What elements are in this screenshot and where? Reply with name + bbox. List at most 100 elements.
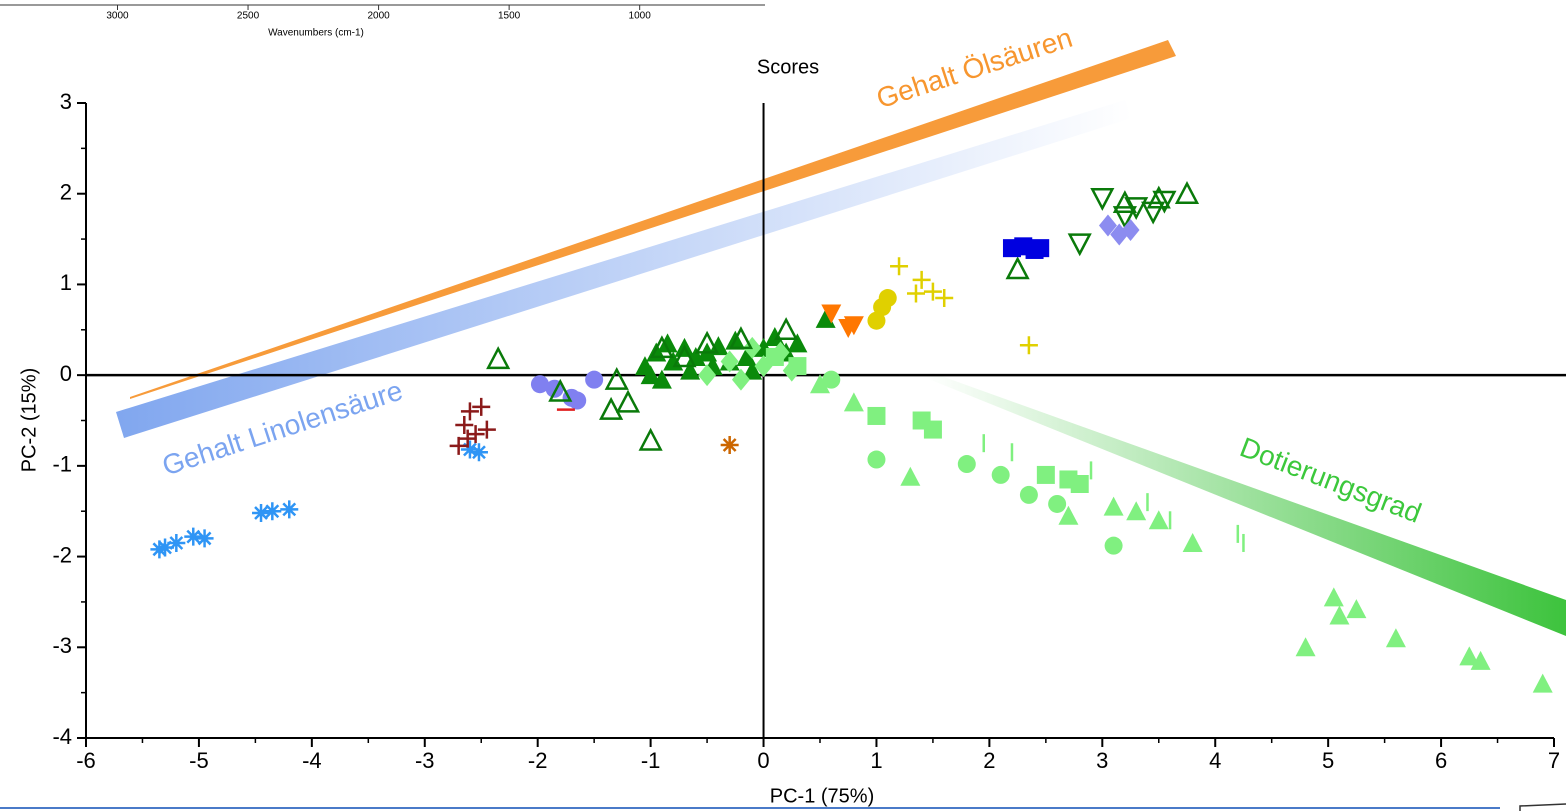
data-point	[1058, 505, 1079, 525]
data-point	[708, 336, 729, 356]
data-point	[867, 311, 886, 330]
x-tick-label: 2	[983, 748, 995, 773]
data-point	[1295, 637, 1316, 657]
data-point	[167, 533, 186, 552]
data-point	[1090, 188, 1115, 211]
data-point	[1146, 185, 1171, 209]
data-point	[867, 406, 886, 425]
data-point	[469, 443, 488, 462]
y-tick-label: -3	[52, 633, 72, 658]
data-point	[1103, 496, 1124, 516]
data-point	[695, 330, 720, 354]
data-point	[957, 455, 976, 474]
data-point	[530, 375, 549, 394]
annotation: Gehalt Ölsäuren	[873, 22, 1076, 114]
y-tick-label: 3	[60, 89, 72, 114]
data-point	[1532, 673, 1553, 693]
data-point	[640, 365, 661, 385]
data-point	[912, 270, 931, 289]
data-point	[720, 350, 739, 373]
data-point	[657, 333, 678, 353]
data-point	[477, 420, 496, 439]
x-tick-label: -5	[189, 748, 209, 773]
data-point	[765, 348, 784, 366]
data-point	[1112, 190, 1137, 214]
data-point	[280, 500, 299, 519]
data-point	[568, 391, 587, 410]
data-point	[788, 357, 807, 376]
data-point	[1148, 510, 1169, 530]
data-point	[184, 527, 203, 546]
x-tick-label: 3000	[106, 11, 129, 22]
data-point	[1174, 181, 1200, 204]
data-point	[1323, 587, 1344, 607]
x-tick-label: 5	[1322, 748, 1334, 773]
data-point	[548, 378, 573, 402]
data-point	[156, 538, 175, 557]
x-tick-label: 1	[870, 748, 882, 773]
data-point	[843, 316, 864, 336]
data-point	[455, 416, 474, 435]
data-point	[900, 466, 921, 486]
y-tick-label: -2	[52, 542, 72, 567]
x-axis-title: PC-1 (75%)	[770, 785, 874, 807]
data-point	[822, 370, 841, 389]
data-point	[1346, 599, 1367, 619]
x-tick-label: -6	[76, 748, 96, 773]
data-point	[1152, 190, 1177, 214]
y-tick-label: 2	[60, 180, 72, 205]
data-point	[1141, 201, 1166, 225]
data-point	[923, 420, 942, 439]
data-point	[1098, 214, 1117, 237]
data-point	[252, 504, 271, 523]
data-point	[810, 374, 830, 394]
y-tick-label: -4	[52, 724, 72, 749]
data-point	[720, 435, 739, 454]
data-point	[787, 333, 808, 353]
data-point	[638, 427, 663, 451]
data-point	[923, 282, 942, 301]
data-point	[764, 327, 785, 347]
data-point	[672, 344, 697, 368]
data-point	[906, 284, 925, 303]
data-point	[458, 429, 477, 448]
data-point	[1126, 501, 1147, 521]
x-tick-label: -3	[415, 748, 435, 773]
data-point	[774, 317, 799, 341]
data-point	[1005, 256, 1030, 280]
data-point	[1036, 465, 1055, 484]
data-point	[649, 335, 674, 359]
data-point	[460, 440, 479, 459]
data-point	[1121, 219, 1140, 241]
data-point	[1104, 536, 1123, 555]
data-point	[1385, 628, 1406, 648]
data-point	[263, 502, 282, 521]
data-point	[599, 396, 624, 420]
data-point	[1112, 206, 1137, 230]
x-tick-label: -1	[641, 748, 661, 773]
data-point	[736, 347, 757, 366]
data-point	[150, 540, 169, 559]
data-point	[878, 289, 897, 308]
data-point	[728, 326, 754, 350]
x-tick-label: 6	[1435, 748, 1447, 773]
x-axis-title: Wavenumbers (cm-1)	[268, 28, 364, 39]
x-tick-label: 3	[1096, 748, 1108, 773]
data-point	[604, 366, 629, 390]
corner-decoration	[1519, 803, 1566, 811]
x-tick-label: 7	[1548, 748, 1560, 773]
loading-arrow	[926, 372, 1566, 636]
data-point	[680, 360, 701, 380]
data-point	[615, 389, 641, 413]
data-point	[585, 370, 604, 389]
loading-arrow	[116, 100, 1132, 438]
data-point	[1329, 605, 1350, 625]
y-tick-label: 1	[60, 270, 72, 295]
data-point	[466, 425, 485, 444]
data-point	[821, 304, 842, 324]
x-tick-label: 1500	[498, 11, 521, 22]
data-point	[195, 529, 214, 548]
data-point	[1019, 336, 1038, 355]
data-point	[935, 289, 954, 308]
